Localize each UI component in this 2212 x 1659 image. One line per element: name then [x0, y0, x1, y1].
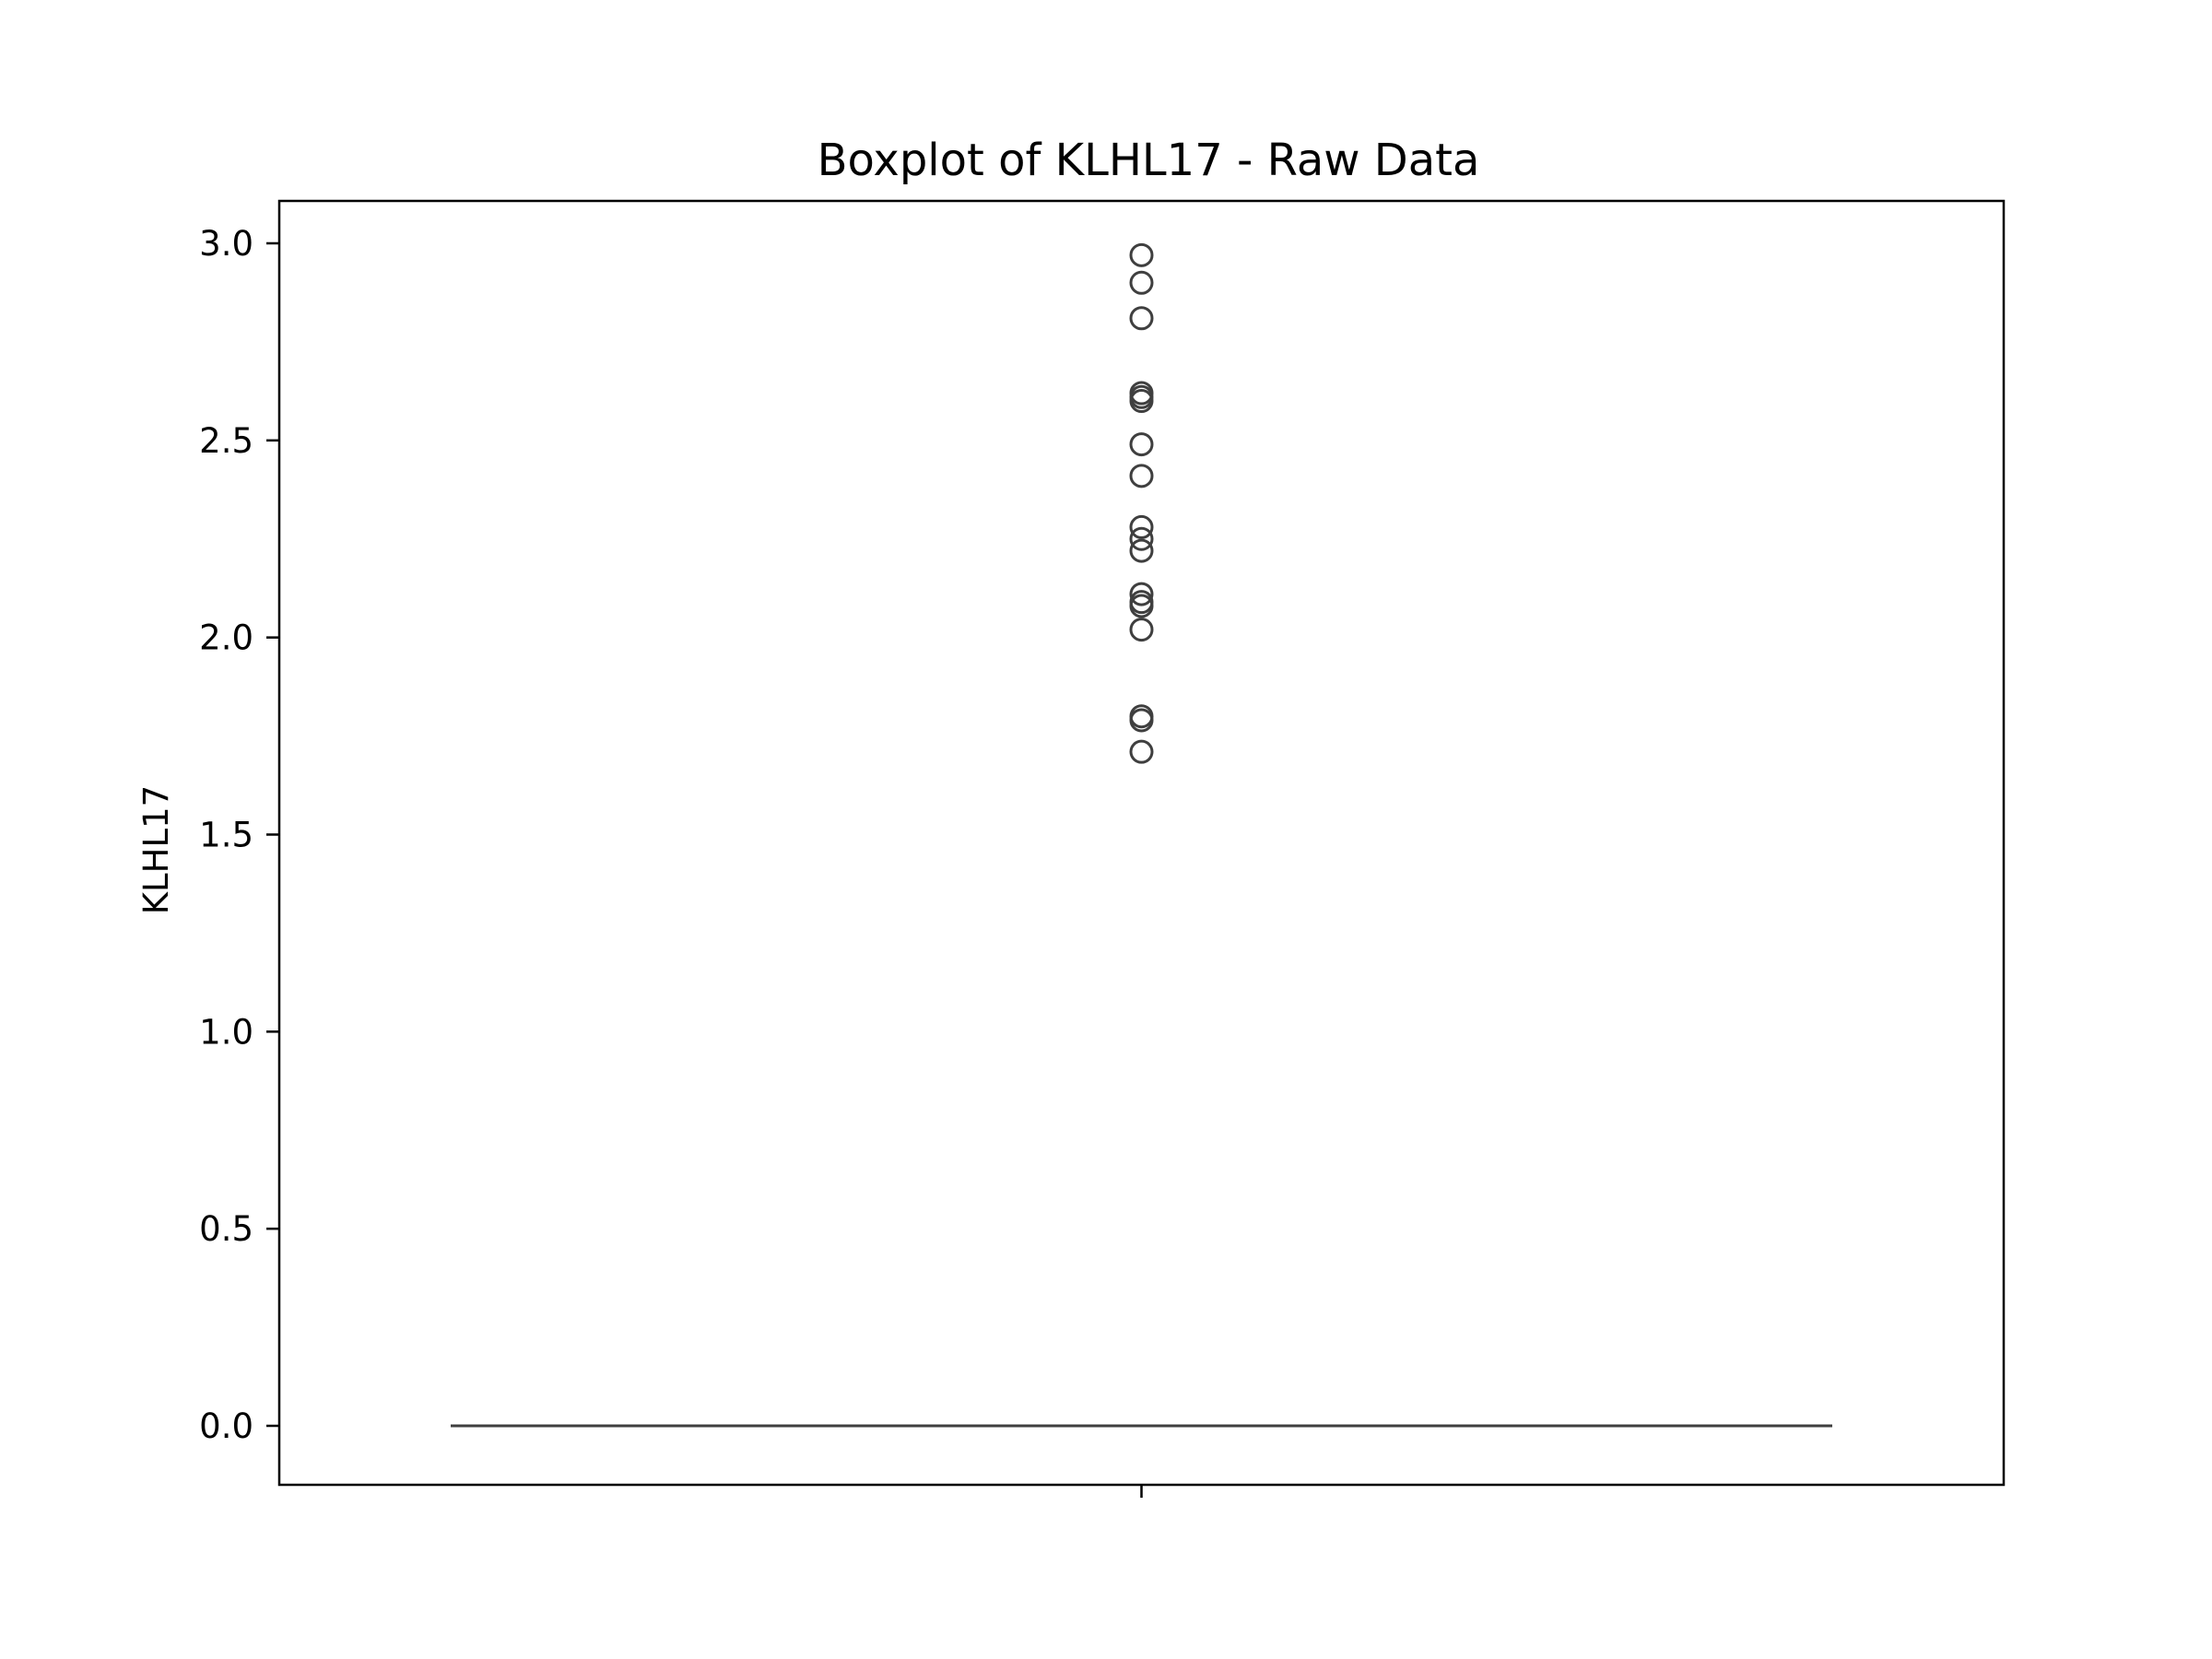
outlier-point	[1129, 464, 1154, 488]
y-tick-label: 3.0	[199, 224, 253, 264]
outlier-point	[1129, 514, 1154, 539]
outlier-point	[1129, 526, 1154, 551]
y-axis: 0.0 0.5 1.0 1.5 2.0 2.5 3.0	[199, 224, 279, 1446]
y-axis-label: KLHL17	[136, 785, 176, 914]
y-tick-label: 0.5	[199, 1209, 253, 1249]
y-tick-label: 1.0	[199, 1012, 253, 1052]
outlier-point	[1129, 538, 1154, 563]
outlier-point	[1129, 739, 1154, 764]
y-tick-label: 1.5	[199, 815, 253, 854]
y-tick-label: 0.0	[199, 1406, 253, 1446]
plot-frame	[277, 199, 2006, 1487]
y-tick-label: 2.0	[199, 618, 253, 658]
outlier-point	[1129, 389, 1154, 414]
outlier-point	[1129, 432, 1154, 457]
y-tick-label: 2.5	[199, 421, 253, 461]
outlier-point	[1129, 582, 1154, 606]
outlier-point	[1129, 242, 1154, 267]
outlier-point	[1129, 270, 1154, 295]
chart-title: Boxplot of KLHL17 - Raw Data	[818, 135, 1480, 186]
outlier-point	[1129, 618, 1154, 642]
plot-marks	[451, 242, 1832, 1428]
outlier-point	[1129, 594, 1154, 618]
outlier-point	[1129, 306, 1154, 331]
outlier-point	[1129, 708, 1154, 733]
